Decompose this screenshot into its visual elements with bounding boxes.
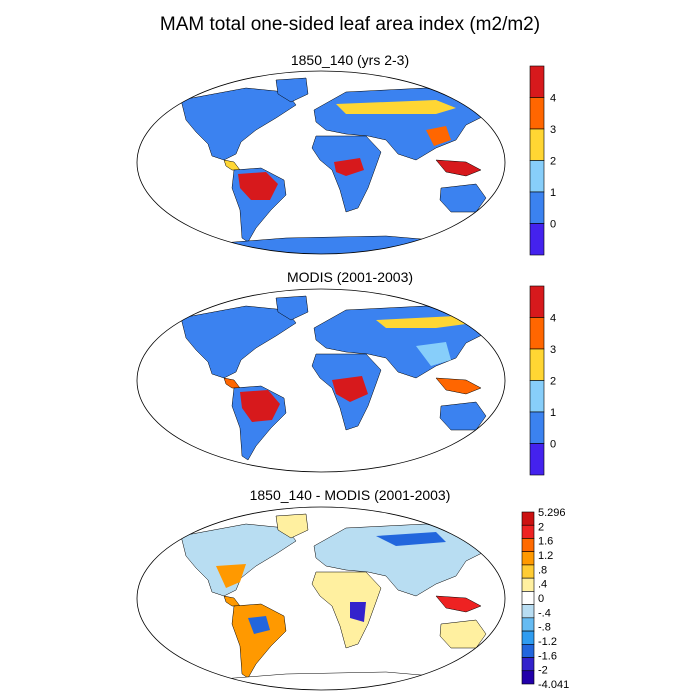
colorbar-label: .4 [538, 579, 547, 591]
greenland [275, 77, 309, 103]
colorbar-box [521, 591, 535, 605]
greenland [275, 295, 309, 321]
colorbar-label: -.8 [538, 622, 551, 634]
australia [439, 183, 487, 213]
central-america [223, 159, 241, 171]
colorbar-label: 0 [538, 593, 544, 605]
africa [311, 571, 382, 649]
colorbar-label: -1.2 [538, 636, 557, 648]
antarctica [175, 235, 477, 254]
colorbar-label: -4.041 [538, 679, 569, 691]
south-america [231, 603, 287, 679]
east-asia-high-lai [426, 126, 451, 146]
colorbar-box [529, 65, 545, 98]
colorbar-label: 4 [550, 313, 556, 325]
panel-2-title: MODIS (2001-2003) [286, 269, 414, 285]
colorbar-box [521, 564, 535, 579]
colorbar-label: -1.6 [538, 650, 557, 662]
antarctica [175, 671, 477, 690]
colorbar-box [529, 443, 545, 476]
colorbar-box [521, 604, 535, 619]
colorbar-box [529, 160, 545, 193]
boreal-belt [336, 100, 456, 114]
colorbar-label: 2 [550, 376, 556, 388]
colorbar-1: 4 3 2 1 0 [529, 65, 556, 256]
colorbar-box [529, 285, 545, 318]
colorbar-label: 4 [550, 93, 556, 105]
north-america [180, 305, 297, 379]
colorbar-label: 1 [550, 187, 556, 199]
colorbar-label: -2 [538, 665, 548, 677]
central-america [223, 377, 241, 389]
colorbar-box [529, 348, 545, 381]
colorbar-box [529, 128, 545, 161]
colorbar-label: 0 [550, 219, 556, 231]
map-1850-140 [136, 70, 506, 255]
colorbar-label: 1.6 [538, 536, 553, 548]
colorbar-label: 3 [550, 124, 556, 136]
north-america [180, 87, 297, 161]
colorbar-label: 0 [550, 439, 556, 451]
australia [439, 619, 487, 649]
figure-title: MAM total one-sided leaf area index (m2/… [159, 14, 541, 35]
colorbar-box [521, 617, 535, 632]
siberia-negative [376, 532, 446, 546]
amazon-negative [248, 616, 270, 634]
panel-1-title: 1850_140 (yrs 2-3) [290, 52, 410, 68]
colorbar-2: 4 3 2 1 0 [529, 285, 556, 476]
map-difference [136, 506, 506, 691]
congo-high-lai [332, 376, 368, 402]
panel-3-title: 1850_140 - MODIS (2001-2003) [249, 487, 451, 503]
colorbar-box [521, 657, 535, 672]
colorbar-label: 3 [550, 344, 556, 356]
africa-negative [350, 602, 366, 622]
colorbar-box [521, 538, 535, 552]
colorbar-label: 1 [550, 407, 556, 419]
colorbar-box [529, 97, 545, 130]
se-asia-islands [435, 159, 482, 177]
colorbar-box [521, 644, 535, 658]
colorbar-3: 5.296 2 1.6 1.2 .8 .4 0 -.4 -.8 -1.2 -1.6 -2 -4.041 [521, 507, 569, 691]
colorbar-box [521, 670, 535, 685]
colorbar-box [521, 511, 535, 526]
colorbar-label: .8 [538, 564, 547, 576]
colorbar-label: 1.2 [538, 550, 553, 562]
north-america-south [216, 564, 246, 588]
colorbar-box [529, 191, 545, 224]
boreal-belt [376, 316, 466, 328]
se-asia-islands [435, 595, 482, 613]
colorbar-box [521, 577, 535, 592]
colorbar-box [521, 524, 535, 539]
congo-high-lai [334, 158, 364, 176]
australia [439, 401, 487, 431]
map-modis [136, 288, 506, 473]
central-america [223, 595, 241, 607]
colorbar-box [521, 551, 535, 566]
amazon-high-lai [240, 390, 280, 422]
amazon-high-lai [238, 172, 278, 200]
east-asia [416, 342, 451, 366]
colorbar-box [529, 411, 545, 444]
colorbar-box [521, 630, 535, 645]
colorbar-box [529, 223, 545, 256]
colorbar-box [529, 317, 545, 350]
colorbar-label: -.4 [538, 607, 551, 619]
colorbar-label: 2 [538, 521, 544, 533]
colorbar-box [529, 380, 545, 413]
colorbar-label: 5.296 [538, 507, 566, 519]
north-america [180, 523, 297, 597]
se-asia-islands [435, 377, 482, 395]
colorbar-label: 2 [550, 156, 556, 168]
greenland [275, 513, 309, 539]
